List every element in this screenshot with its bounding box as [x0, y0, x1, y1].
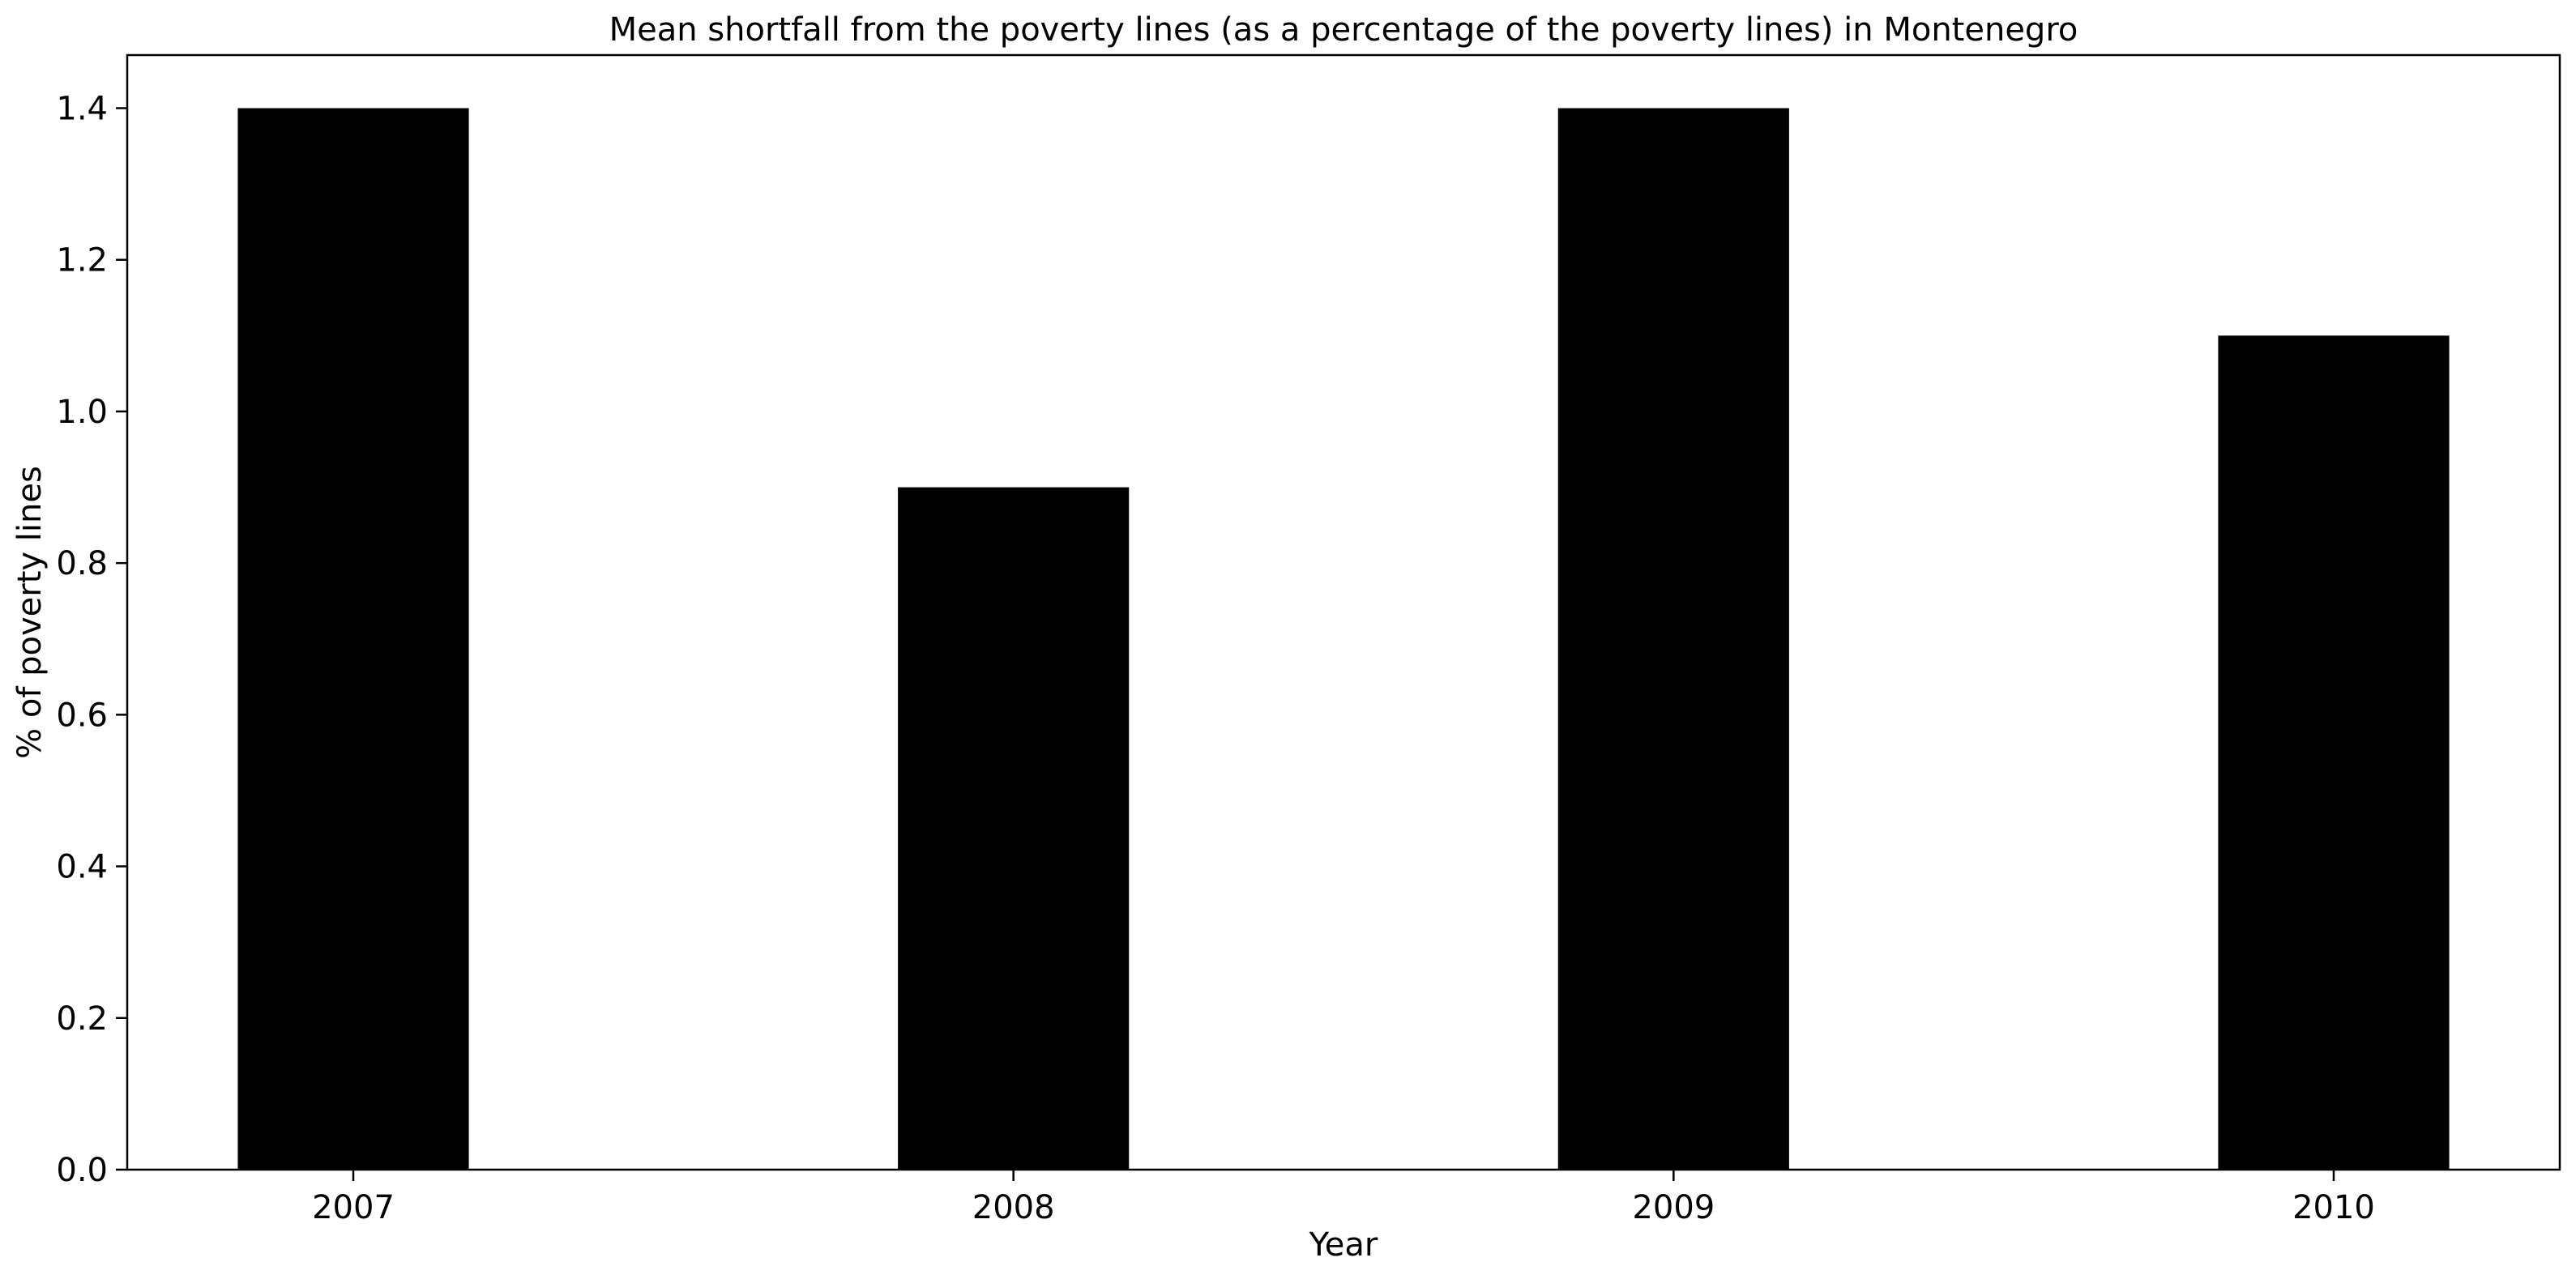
x-tick-label: 2009	[1632, 1189, 1715, 1226]
x-axis-ticks: 2007 2008 2009 2010	[312, 1170, 2375, 1226]
y-tick-label: 1.2	[56, 242, 108, 279]
y-tick-label: 1.0	[56, 394, 108, 431]
y-tick-label: 1.4	[56, 91, 108, 128]
x-tick-label: 2010	[2292, 1189, 2375, 1226]
bar-2007	[237, 108, 469, 1170]
bars	[237, 108, 2450, 1170]
y-tick-label: 0.6	[56, 697, 108, 734]
bar-2009	[1557, 108, 1789, 1170]
x-axis-label: Year	[1309, 1226, 1378, 1264]
y-tick-label: 0.8	[56, 545, 108, 582]
axes-frame	[126, 53, 2561, 1171]
y-tick-label: 0.2	[56, 1000, 108, 1038]
bar-2010	[2218, 335, 2450, 1170]
y-axis-label: % of poverty lines	[11, 466, 49, 759]
x-tick-label: 2008	[972, 1189, 1055, 1226]
x-tick-label: 2007	[312, 1189, 395, 1226]
chart-title: Mean shortfall from the poverty lines (a…	[609, 11, 2078, 49]
y-tick-label: 0.0	[56, 1152, 108, 1189]
y-axis-ticks: 0.0 0.2 0.4 0.6 0.8 1.0 1.2 1.4	[56, 91, 127, 1189]
bar-2008	[898, 487, 1130, 1170]
y-tick-label: 0.4	[56, 849, 108, 886]
plot-area: 0.0 0.2 0.4 0.6 0.8 1.0 1.2 1.4 2007 2008 2009 201…	[56, 53, 2561, 1226]
